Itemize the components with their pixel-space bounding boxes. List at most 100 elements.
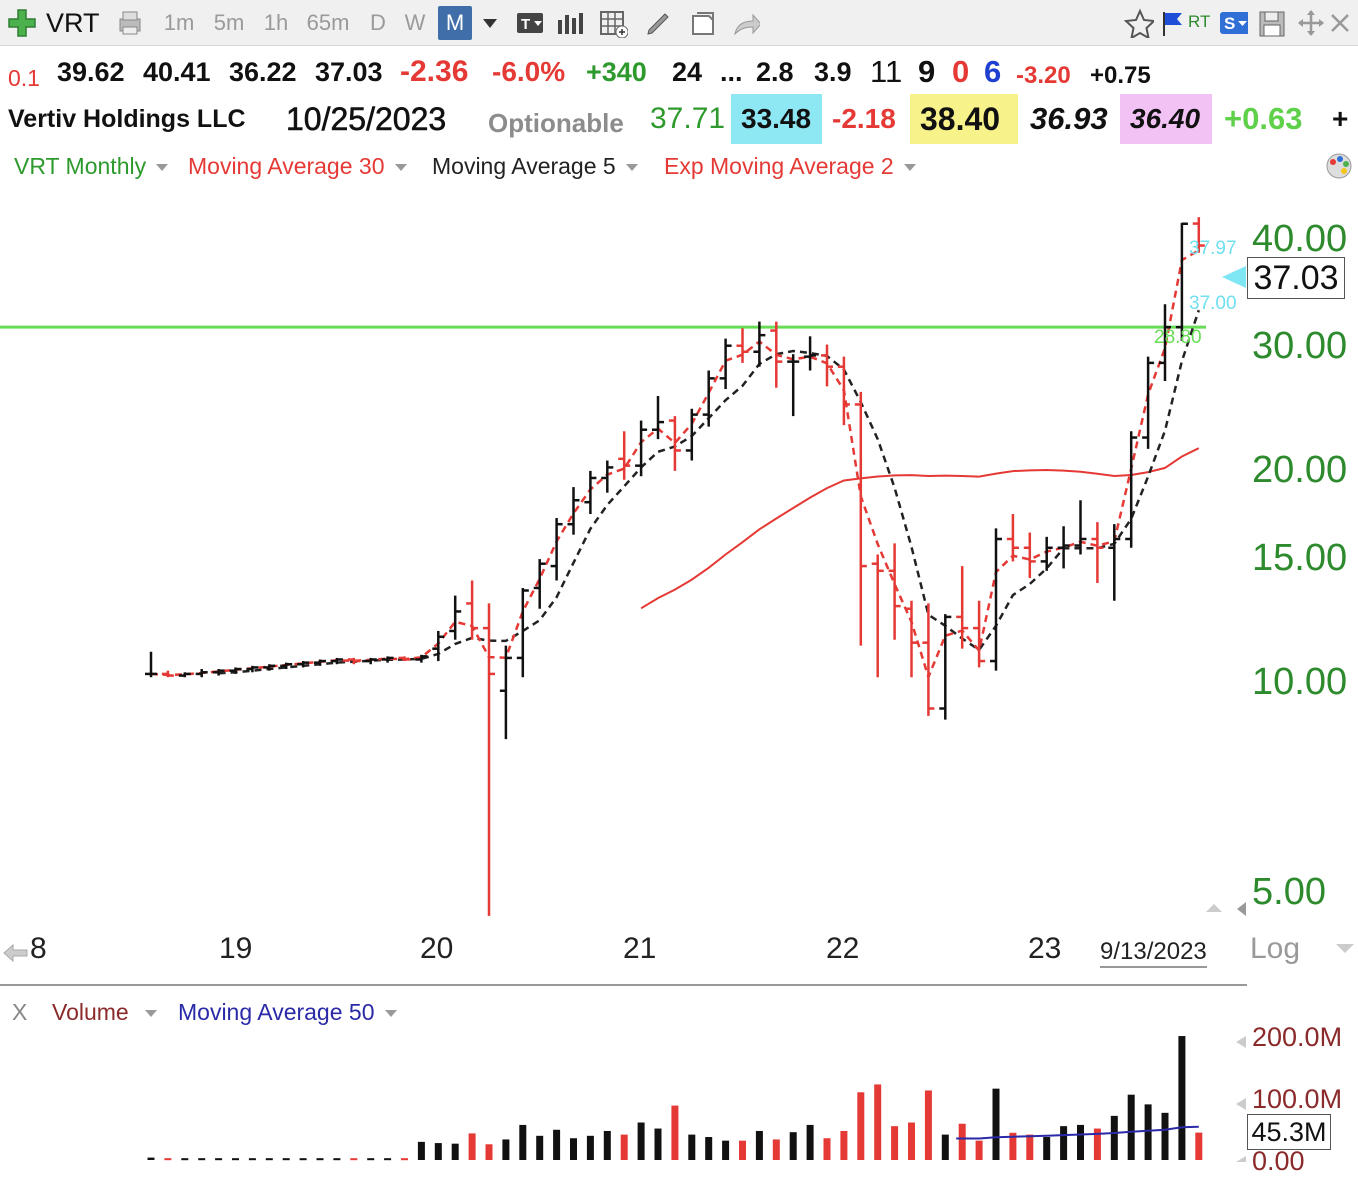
x-tick-20: 20 bbox=[420, 932, 454, 965]
interval-65m[interactable]: 65m bbox=[306, 10, 350, 35]
ohlc-bar bbox=[668, 416, 681, 471]
ma5-line bbox=[218, 309, 1200, 675]
flag-icon[interactable] bbox=[1160, 8, 1190, 38]
volume-bar bbox=[282, 1158, 290, 1161]
legend-ema2[interactable]: Exp Moving Average 2 bbox=[664, 148, 916, 184]
volume-bar bbox=[1161, 1112, 1169, 1160]
interval-m[interactable]: M bbox=[438, 6, 472, 40]
volume-bar bbox=[654, 1128, 662, 1160]
ohlc-bar bbox=[702, 370, 715, 427]
volume-bar bbox=[367, 1158, 375, 1161]
toolbar: VRT 1m 5m 1h 65m D W M T RT bbox=[0, 0, 1358, 46]
ohlc-bar bbox=[533, 559, 546, 609]
pct-change: -6.0% bbox=[492, 56, 566, 87]
rt-label[interactable]: RT bbox=[1188, 12, 1211, 31]
ohlc-bar bbox=[229, 667, 242, 674]
interval-w[interactable]: W bbox=[404, 10, 426, 35]
volume-bar bbox=[637, 1122, 645, 1160]
ohlc-bar bbox=[263, 664, 276, 671]
plus-value: +340 bbox=[586, 57, 647, 87]
notes-icon[interactable] bbox=[688, 8, 718, 38]
ohlc-bar bbox=[449, 595, 462, 640]
volume-bar bbox=[705, 1137, 713, 1160]
symbol-label[interactable]: VRT bbox=[46, 8, 100, 38]
ohlc-bar bbox=[1091, 522, 1104, 583]
ohlc-bar bbox=[1006, 513, 1019, 562]
volume-bar bbox=[722, 1140, 730, 1160]
palette-icon[interactable] bbox=[1324, 152, 1354, 180]
ohlc-bar bbox=[178, 672, 191, 678]
bar-chart-icon[interactable] bbox=[554, 8, 584, 38]
ohlc-bar bbox=[837, 356, 850, 426]
price-chart[interactable] bbox=[0, 185, 1358, 925]
tag-line: 28.80 bbox=[1154, 327, 1202, 348]
value-neg-3-20: -3.20 bbox=[1016, 62, 1071, 89]
legend-ma5-text: Moving Average 5 bbox=[432, 153, 616, 179]
volume-ma50-line bbox=[956, 1125, 1199, 1140]
scale-down-icon[interactable] bbox=[1334, 940, 1356, 956]
ohlc-bar bbox=[364, 657, 377, 665]
volume-bar bbox=[823, 1138, 831, 1160]
ohlc-bar bbox=[888, 543, 901, 640]
svg-text:S: S bbox=[1224, 14, 1235, 33]
move-icon[interactable] bbox=[1296, 8, 1326, 38]
scale-arrows-icon[interactable] bbox=[1202, 896, 1250, 920]
volume-bar bbox=[1077, 1124, 1084, 1160]
star-icon[interactable] bbox=[1124, 8, 1154, 38]
value-3-9: 3.9 bbox=[814, 57, 852, 87]
add-symbol-icon[interactable] bbox=[6, 7, 36, 37]
legend-ma50[interactable]: Moving Average 50 bbox=[178, 994, 397, 1030]
volume-close-button[interactable]: X bbox=[12, 999, 28, 1025]
volume-chart[interactable] bbox=[0, 1022, 1358, 1172]
chevron-down-icon[interactable] bbox=[478, 8, 508, 38]
grid-add-icon[interactable] bbox=[598, 8, 628, 38]
save-icon[interactable] bbox=[1256, 8, 1286, 38]
value-2-8: 2.8 bbox=[756, 57, 794, 87]
print-icon[interactable] bbox=[114, 8, 144, 38]
ohlc-bar bbox=[1125, 431, 1138, 548]
interval-1h[interactable]: 1h bbox=[263, 10, 289, 35]
volume-bar bbox=[553, 1129, 561, 1160]
chart-type-icon[interactable]: T bbox=[514, 8, 544, 38]
ohlc-bar bbox=[821, 344, 833, 387]
vol-tick-markers bbox=[1236, 1036, 1246, 1162]
ohlc-bar bbox=[939, 614, 952, 720]
legend-symbol-period[interactable]: VRT Monthly bbox=[14, 148, 169, 184]
share-arrow-icon[interactable] bbox=[730, 8, 760, 38]
caret-down-icon bbox=[903, 164, 916, 172]
interval-1m[interactable]: 1m bbox=[163, 10, 195, 35]
ohlc-bar bbox=[297, 661, 310, 668]
x-tick-18: 8 bbox=[30, 932, 47, 965]
volume-bar bbox=[299, 1158, 307, 1161]
s-badge-icon[interactable]: S bbox=[1218, 8, 1248, 38]
pencil-icon[interactable] bbox=[642, 8, 672, 38]
ohlc-bar bbox=[736, 328, 749, 363]
volume-bar bbox=[198, 1158, 206, 1161]
ohlc-bar bbox=[584, 470, 597, 514]
more-plus[interactable]: + bbox=[1332, 103, 1349, 134]
close-icon[interactable] bbox=[1326, 8, 1356, 38]
log-scale-label[interactable]: Log bbox=[1250, 932, 1301, 965]
interval-5m[interactable]: 5m bbox=[213, 10, 245, 35]
volume-bar bbox=[232, 1158, 239, 1161]
volume-bar bbox=[248, 1158, 256, 1161]
volume-bar bbox=[958, 1123, 966, 1160]
price-pointer-icon bbox=[1222, 266, 1246, 288]
net-change: -2.36 bbox=[400, 55, 469, 88]
ohlc-bar bbox=[381, 656, 394, 663]
volume-bar bbox=[434, 1143, 442, 1160]
volume-bar bbox=[891, 1126, 899, 1160]
interval-d[interactable]: D bbox=[370, 10, 386, 35]
low-price: 36.22 bbox=[229, 57, 297, 87]
legend-ma30[interactable]: Moving Average 30 bbox=[188, 148, 407, 184]
volume-bar bbox=[164, 1158, 172, 1161]
scroll-left-icon[interactable] bbox=[2, 940, 30, 966]
volume-bar bbox=[992, 1088, 1000, 1160]
legend-ma5[interactable]: Moving Average 5 bbox=[432, 148, 638, 184]
volume-bar bbox=[806, 1124, 814, 1160]
volume-bar bbox=[1144, 1104, 1152, 1160]
volume-bar bbox=[789, 1132, 797, 1160]
ellipsis: ... bbox=[720, 57, 743, 87]
legend-volume[interactable]: Volume bbox=[52, 994, 157, 1030]
volume-bar bbox=[1009, 1132, 1017, 1160]
